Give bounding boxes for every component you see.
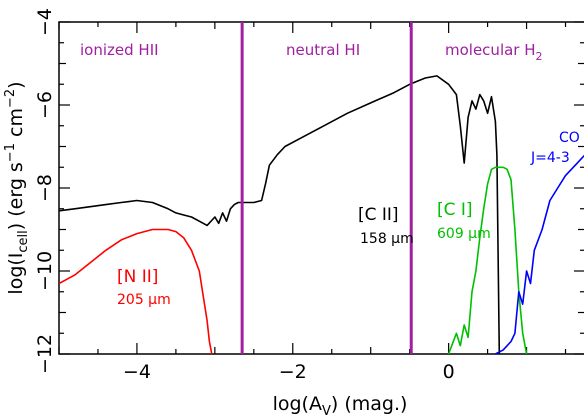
series-label-cii-name: [C II]	[358, 205, 399, 225]
tick-labels: −4 −2 0 −12 −10 −8 −6 −4	[34, 8, 455, 383]
x-tick-label: 0	[443, 361, 455, 383]
y-axis-title: log(Icell) (erg s−1 cm−2)	[3, 81, 31, 294]
series-line-0	[59, 75, 501, 354]
region-boundaries	[240, 22, 413, 354]
y-tick-label: −8	[34, 174, 56, 202]
y-tick-label: −10	[34, 251, 56, 291]
region-label-ionized: ionized HII	[80, 41, 159, 59]
x-tick-label: −2	[279, 361, 307, 383]
series-label-nii-name: [N II]	[117, 267, 158, 287]
x-tick-label: −4	[123, 361, 151, 383]
x-axis-title: log(AV) (mag.)	[273, 393, 408, 418]
series-label-co-name: CO	[559, 130, 580, 146]
region-label-molecular: molecular H2	[445, 41, 543, 63]
region-label-neutral: neutral HI	[286, 41, 360, 59]
series-label-nii-wavelength: 205 μm	[117, 292, 171, 308]
series-group	[59, 75, 584, 354]
series-label-ci-name: [C I]	[437, 200, 473, 220]
y-tick-label: −6	[34, 91, 56, 119]
y-tick-label: −4	[34, 8, 56, 36]
axis-ticks	[58, 21, 584, 355]
series-line-1	[59, 228, 213, 354]
y-tick-label: −12	[34, 334, 56, 374]
series-line-2	[447, 166, 528, 354]
series-label-ci-wavelength: 609 μm	[437, 226, 491, 242]
series-label-co-wavelength: J=4-3	[530, 150, 570, 166]
series-label-cii-wavelength: 158 μm	[360, 231, 414, 247]
series-line-3	[495, 154, 584, 354]
